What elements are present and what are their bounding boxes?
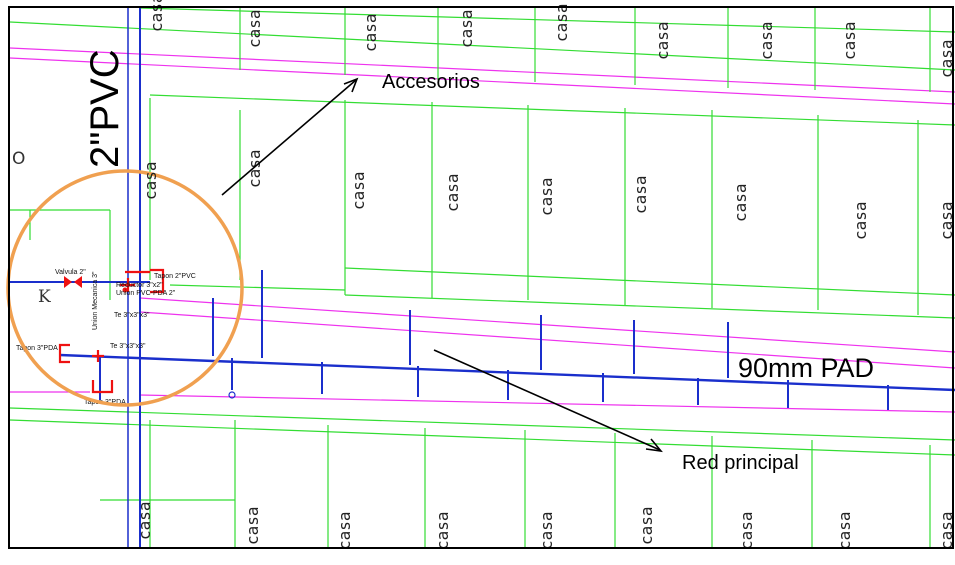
valve-label: Valvula 2" bbox=[55, 269, 86, 276]
casa-label: casa bbox=[937, 511, 955, 550]
pvc-pipe-label: 2"PVC bbox=[83, 49, 127, 168]
tapon-top-label: Tapon 2"PVC bbox=[154, 273, 196, 280]
casa-label: casa bbox=[631, 175, 650, 214]
casa-label: casa bbox=[147, 0, 166, 32]
casa-label: casa bbox=[937, 39, 955, 78]
casa-labels: casa casa casa casa casa casa casa casa … bbox=[135, 0, 955, 550]
lot-lines bbox=[9, 7, 955, 548]
casa-label: casa bbox=[537, 511, 556, 550]
casa-label: casa bbox=[361, 13, 380, 52]
reductor-label: Reductor 3"x2" bbox=[116, 282, 163, 289]
casa-label: casa bbox=[537, 177, 556, 216]
street-lines bbox=[9, 47, 955, 413]
casa-label: casa bbox=[757, 21, 776, 60]
pad-pipe-label: 90mm PAD bbox=[738, 353, 874, 383]
casa-label: casa bbox=[443, 173, 462, 212]
red-principal-callout: Red principal bbox=[682, 452, 799, 474]
casa-label: casa bbox=[349, 171, 368, 210]
water-network bbox=[10, 8, 955, 548]
casa-label: casa bbox=[851, 201, 870, 240]
casa-label: casa bbox=[135, 501, 154, 540]
casa-label: casa bbox=[835, 511, 854, 550]
casa-label: casa bbox=[731, 183, 750, 222]
casa-label: casa bbox=[245, 149, 264, 188]
union-vertical-label: Union Mecanica 3" bbox=[92, 271, 99, 330]
casa-label: casa bbox=[457, 9, 476, 48]
casa-label: casa bbox=[737, 511, 756, 550]
map-frame bbox=[8, 6, 954, 549]
casa-label: casa bbox=[937, 201, 955, 240]
te-lower-label: Te 3"x3"x3" bbox=[110, 343, 146, 350]
letter-k: K bbox=[38, 287, 51, 307]
tapon-left-label: Tapon 3"PDA bbox=[16, 345, 58, 352]
casa-label: casa bbox=[433, 511, 452, 550]
casa-label: casa bbox=[840, 21, 859, 60]
letter-o: O bbox=[12, 149, 25, 169]
casa-label: casa bbox=[243, 506, 262, 545]
casa-label: casa bbox=[245, 9, 264, 48]
casa-label: casa bbox=[552, 3, 571, 42]
te-upper-label: Te 3"x3"x3" bbox=[114, 312, 150, 319]
casa-label: casa bbox=[653, 21, 672, 60]
casa-label: casa bbox=[335, 511, 354, 550]
union-label: Union PVC-PDA 2" bbox=[116, 290, 176, 297]
casa-label: casa bbox=[141, 161, 160, 200]
callout-arrows bbox=[221, 77, 663, 453]
accesorios-callout: Accesorios bbox=[382, 71, 480, 93]
casa-label: casa bbox=[637, 506, 656, 545]
fittings-group bbox=[58, 268, 165, 394]
